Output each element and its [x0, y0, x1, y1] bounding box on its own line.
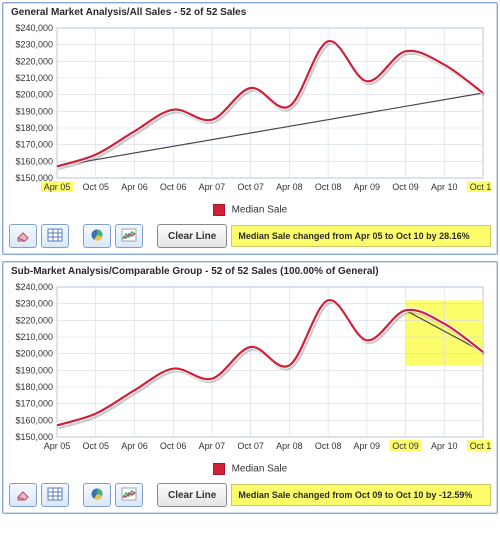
- svg-text:Oct 06: Oct 06: [160, 441, 187, 451]
- eraser-button[interactable]: [9, 483, 37, 507]
- svg-text:Apr 05: Apr 05: [44, 182, 71, 192]
- svg-text:$200,000: $200,000: [15, 90, 53, 100]
- clear-line-button[interactable]: Clear Line: [157, 483, 227, 507]
- legend: Median Sale: [3, 461, 497, 479]
- eraser-icon: [15, 487, 31, 504]
- linechart-icon: [121, 487, 137, 504]
- chart-panel: Sub-Market Analysis/Comparable Group - 5…: [2, 261, 498, 514]
- svg-text:$190,000: $190,000: [15, 106, 53, 116]
- svg-text:Apr 09: Apr 09: [354, 441, 381, 451]
- svg-text:Oct 07: Oct 07: [237, 182, 264, 192]
- clear-line-button[interactable]: Clear Line: [157, 224, 227, 248]
- svg-text:Oct 10: Oct 10: [470, 441, 491, 451]
- svg-text:Apr 10: Apr 10: [431, 182, 458, 192]
- svg-text:Oct 09: Oct 09: [392, 182, 419, 192]
- svg-text:Apr 10: Apr 10: [431, 441, 458, 451]
- linechart-icon: [121, 228, 137, 245]
- eraser-icon: [15, 228, 31, 245]
- svg-text:$170,000: $170,000: [15, 399, 53, 409]
- svg-text:Apr 06: Apr 06: [121, 182, 148, 192]
- svg-text:Apr 08: Apr 08: [276, 182, 303, 192]
- legend-label: Median Sale: [232, 464, 288, 475]
- svg-text:$170,000: $170,000: [15, 140, 53, 150]
- svg-text:Oct 07: Oct 07: [237, 441, 264, 451]
- svg-text:$160,000: $160,000: [15, 415, 53, 425]
- chart-area: $150,000$160,000$170,000$180,000$190,000…: [9, 22, 491, 202]
- panel-title: General Market Analysis/All Sales - 52 o…: [3, 3, 497, 20]
- grid-button[interactable]: [41, 483, 69, 507]
- linechart-button[interactable]: [115, 483, 143, 507]
- svg-text:$180,000: $180,000: [15, 123, 53, 133]
- svg-text:Apr 07: Apr 07: [199, 182, 226, 192]
- grid-icon: [47, 487, 63, 504]
- pie-icon: [89, 487, 105, 504]
- pie-button[interactable]: [83, 483, 111, 507]
- svg-text:Oct 09: Oct 09: [392, 441, 419, 451]
- legend: Median Sale: [3, 202, 497, 220]
- svg-text:Oct 05: Oct 05: [82, 182, 109, 192]
- legend-swatch: [213, 204, 225, 216]
- svg-text:Apr 07: Apr 07: [199, 441, 226, 451]
- svg-text:$220,000: $220,000: [15, 56, 53, 66]
- svg-text:$230,000: $230,000: [15, 40, 53, 50]
- legend-label: Median Sale: [232, 205, 288, 216]
- svg-text:$230,000: $230,000: [15, 299, 53, 309]
- svg-text:Oct 05: Oct 05: [82, 441, 109, 451]
- svg-text:$240,000: $240,000: [15, 23, 53, 33]
- svg-text:$190,000: $190,000: [15, 365, 53, 375]
- status-text: Median Sale changed from Apr 05 to Oct 1…: [231, 225, 491, 247]
- grid-icon: [47, 228, 63, 245]
- svg-text:$220,000: $220,000: [15, 315, 53, 325]
- chart-area: $150,000$160,000$170,000$180,000$190,000…: [9, 281, 491, 461]
- linechart-button[interactable]: [115, 224, 143, 248]
- pie-button[interactable]: [83, 224, 111, 248]
- svg-text:Oct 10: Oct 10: [470, 182, 491, 192]
- svg-text:$240,000: $240,000: [15, 282, 53, 292]
- svg-text:$210,000: $210,000: [15, 73, 53, 83]
- chart-panel: General Market Analysis/All Sales - 52 o…: [2, 2, 498, 255]
- svg-text:$160,000: $160,000: [15, 156, 53, 166]
- grid-button[interactable]: [41, 224, 69, 248]
- svg-text:$200,000: $200,000: [15, 349, 53, 359]
- svg-text:Apr 08: Apr 08: [276, 441, 303, 451]
- status-text: Median Sale changed from Oct 09 to Oct 1…: [231, 484, 491, 506]
- svg-text:Oct 06: Oct 06: [160, 182, 187, 192]
- legend-swatch: [213, 463, 225, 475]
- svg-text:Oct 08: Oct 08: [315, 441, 342, 451]
- svg-text:Apr 09: Apr 09: [354, 182, 381, 192]
- toolbar: Clear Line Median Sale changed from Oct …: [3, 479, 497, 513]
- svg-text:Oct 08: Oct 08: [315, 182, 342, 192]
- svg-text:Apr 05: Apr 05: [44, 441, 71, 451]
- toolbar: Clear Line Median Sale changed from Apr …: [3, 220, 497, 254]
- eraser-button[interactable]: [9, 224, 37, 248]
- panel-title: Sub-Market Analysis/Comparable Group - 5…: [3, 262, 497, 279]
- svg-text:Apr 06: Apr 06: [121, 441, 148, 451]
- svg-text:$180,000: $180,000: [15, 382, 53, 392]
- pie-icon: [89, 228, 105, 245]
- svg-text:$210,000: $210,000: [15, 332, 53, 342]
